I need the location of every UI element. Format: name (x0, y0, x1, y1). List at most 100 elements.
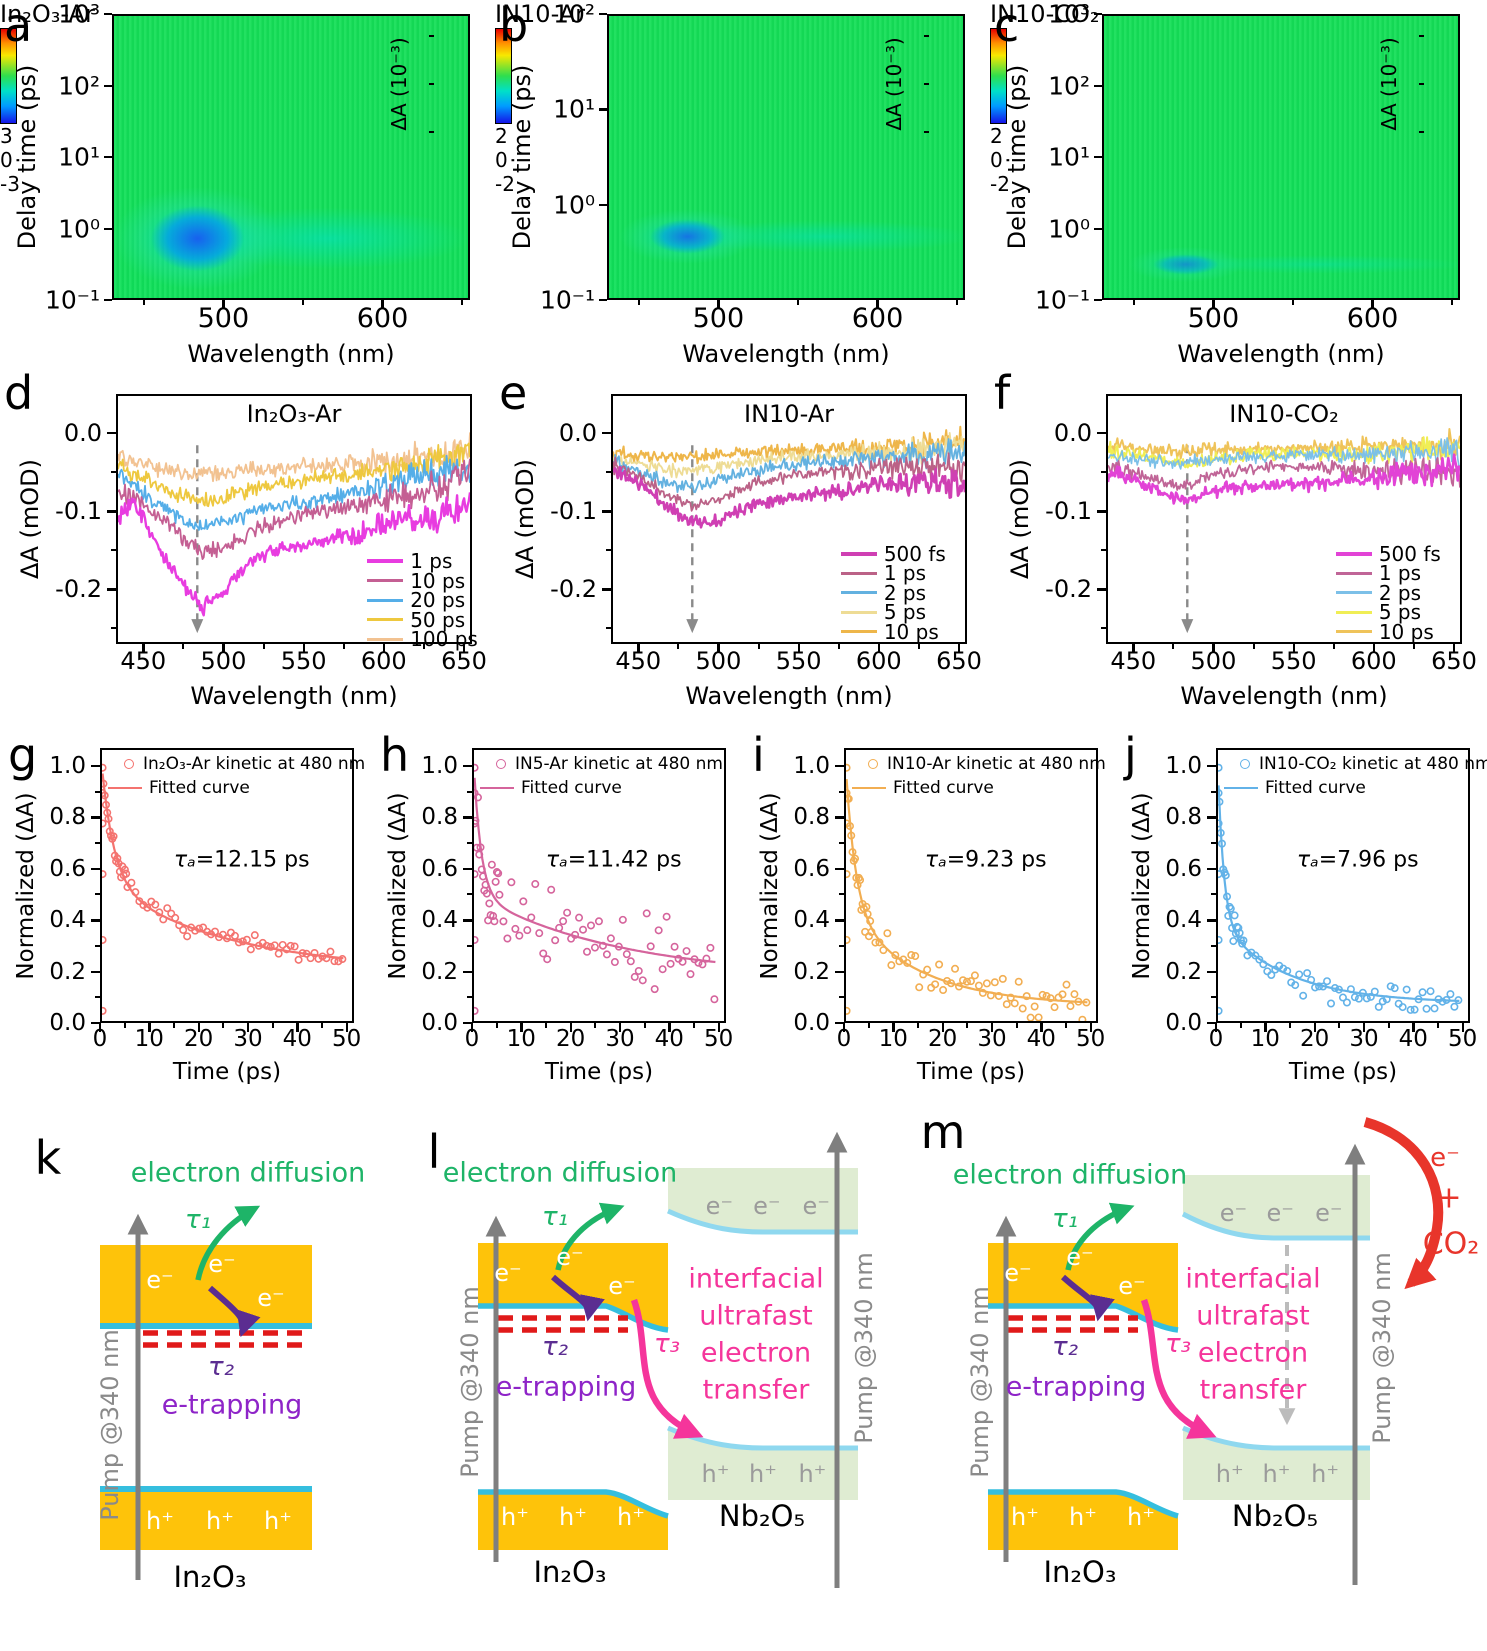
x-minor-tick (495, 1023, 498, 1028)
heatmap-title: IN10-Ar (495, 0, 585, 28)
x-tick (1212, 300, 1215, 309)
panel-letter: h (380, 728, 410, 782)
x-minor-tick (757, 644, 760, 649)
panel-k-diagram: k electron diffusion τ₁ τ₂ e-trapping e⁻ e⁻ e⁻ h… (0, 1080, 410, 1651)
y-minor-tick (111, 471, 116, 474)
data-point (586, 921, 595, 930)
x-tick (876, 300, 879, 309)
legend-label: 500 fs (1378, 541, 1441, 566)
x-tick (797, 644, 800, 653)
x-minor-tick (643, 1023, 646, 1028)
nb2o5-cb-edge (666, 1208, 858, 1235)
x-axis-label: Wavelength (nm) (682, 340, 890, 368)
data-point (102, 935, 107, 944)
data-point (482, 889, 491, 898)
data-point (499, 917, 508, 926)
y-tick (104, 227, 112, 230)
y-tick-label: 10⁻¹ (539, 285, 595, 315)
fitted-curve (846, 779, 1088, 1004)
panel-m-diagram: m electron diffusion τ₁ τ₂ τ₃ e-trapping e⁻ e⁻ e… (915, 1080, 1487, 1651)
nb2o5-conduction-band (668, 1168, 858, 1232)
y-tick-label: 10³ (58, 0, 100, 29)
y-minor-tick (95, 944, 100, 947)
y-tick-label: 0.0 (793, 1010, 830, 1036)
data-point (998, 974, 1007, 983)
x-minor-tick (342, 644, 345, 649)
hole-label: h⁺ (1127, 1503, 1155, 1531)
y-tick (91, 764, 100, 768)
hole-label: h⁺ (1011, 1503, 1039, 1531)
electron-label: e⁻ (257, 1284, 285, 1312)
spectrum-canvas (1108, 428, 1460, 634)
x-minor-tick (262, 644, 265, 649)
tau1-label: τ₁ (184, 1205, 212, 1235)
y-tick-label: 10³ (1048, 0, 1090, 29)
data-point (846, 1006, 851, 1015)
data-point (1070, 990, 1079, 999)
nb-hole-label: h⁺ (749, 1460, 777, 1488)
electron-label: e⁻ (608, 1272, 636, 1300)
x-tick (1215, 1023, 1218, 1032)
y-tick (104, 156, 112, 159)
panel-c-heatmap: c Delay time (ps) IN10-CO₂ 10³ 10² 10¹ 10⁰ 10⁻¹… (990, 0, 1487, 368)
y-tick-label: -0.2 (55, 575, 102, 604)
data-point (1438, 997, 1447, 1006)
x-axis-label: Wavelength (nm) (190, 682, 398, 710)
data-point (1402, 985, 1411, 994)
data-point (487, 860, 496, 869)
data-point (1390, 984, 1399, 993)
probe-arrow-head (686, 619, 699, 634)
data-point (1030, 1002, 1039, 1011)
x-minor-tick (1015, 1023, 1018, 1028)
data-point (1218, 819, 1223, 828)
x-minor-tick (123, 1023, 126, 1028)
spectrum-title: IN10-Ar (744, 400, 834, 428)
y-tick-label: 0.8 (793, 804, 830, 831)
heatmap-plot (112, 14, 470, 300)
tau-value: =11.42 ps (567, 847, 682, 873)
legend-item: 2 ps (840, 581, 926, 605)
x-tick-label: 500 (200, 647, 247, 675)
x-minor-tick (1291, 300, 1294, 305)
nb-electron-label: e⁻ (705, 1192, 734, 1220)
colorbar-tick (924, 35, 929, 37)
data-point (1006, 993, 1015, 1002)
data-point (871, 938, 880, 947)
tau-symbol: τₐ (545, 847, 568, 873)
data-point (474, 1006, 479, 1015)
panel-a-heatmap: a Delay time (ps) In₂O₃-Ar 10³ 10² 10¹ 10⁰ 10⁻¹… (0, 0, 495, 368)
kinetics-canvas (474, 763, 719, 1015)
data-point (167, 909, 176, 918)
tau-value: =12.15 ps (195, 847, 310, 873)
legend-item: 10 ps (1335, 620, 1434, 644)
series-2ps (1108, 437, 1460, 470)
data-point (1267, 970, 1276, 979)
y-tick-label: -0.1 (1045, 497, 1092, 526)
legend-swatch (840, 630, 877, 634)
data-point (1378, 997, 1387, 1006)
nb2o5-valence-band (1183, 1428, 1370, 1500)
y-minor-tick (839, 893, 844, 896)
electron-transfer-arrow (630, 1298, 704, 1439)
data-point (179, 925, 188, 934)
y-tick-label: 10⁻¹ (44, 285, 100, 315)
y-tick (1094, 84, 1102, 87)
x-tick (1089, 1023, 1092, 1032)
data-point (1058, 990, 1067, 999)
kinetics-canvas (1218, 763, 1463, 1015)
data-point (1362, 994, 1371, 1003)
legend-item: 50 ps (367, 608, 465, 632)
legend-label: Fitted curve (893, 778, 994, 798)
data-point (1078, 1015, 1087, 1021)
data-point (626, 957, 635, 966)
y-tick (107, 510, 116, 513)
colorbar (495, 28, 512, 124)
y-minor-tick (1211, 790, 1216, 793)
x-tick-label: 450 (120, 647, 167, 675)
colorbar-tick (1419, 131, 1424, 133)
colorbar-tick-label: -2 (990, 172, 1010, 196)
x-minor-tick (422, 644, 425, 649)
x-tick-label: 10 (1250, 1026, 1280, 1052)
data-point (970, 971, 979, 980)
data-point (958, 976, 967, 985)
